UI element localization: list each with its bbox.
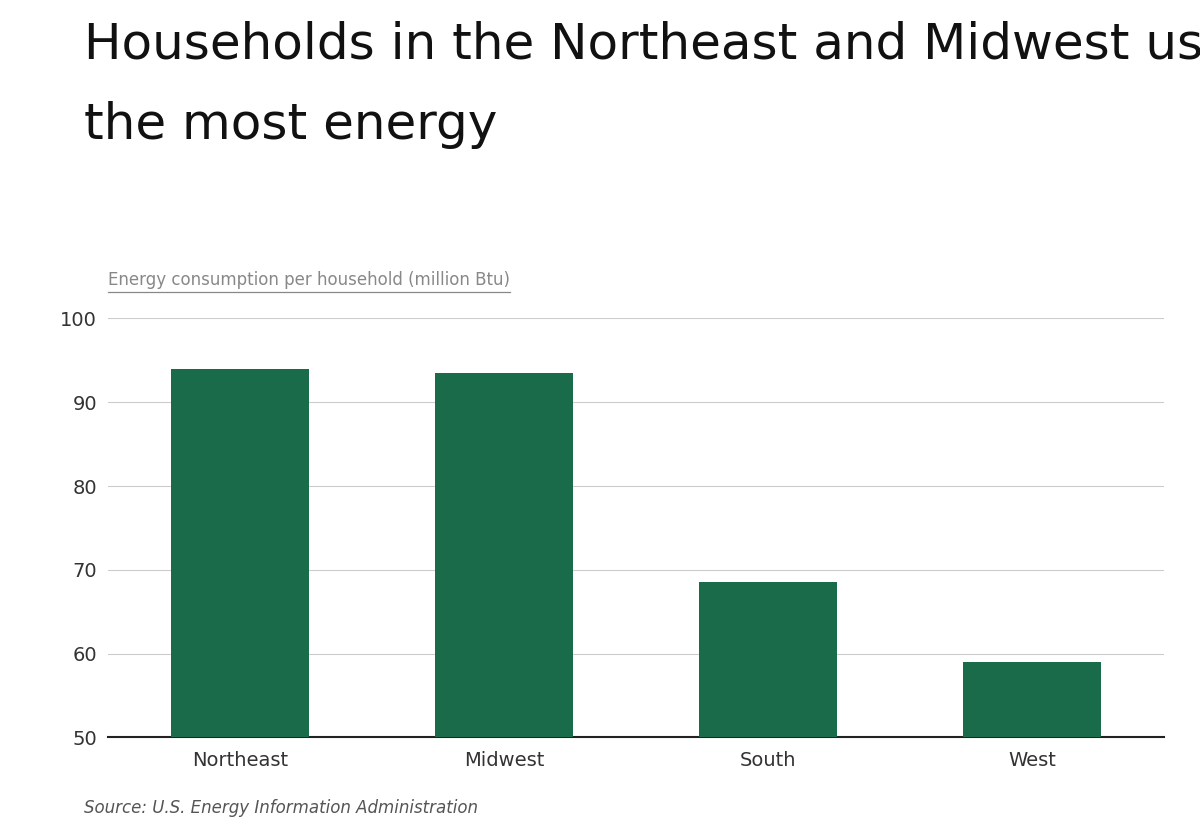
Bar xyxy=(964,662,1100,838)
Text: Households in the Northeast and Midwest use: Households in the Northeast and Midwest … xyxy=(84,21,1200,69)
Bar xyxy=(436,373,572,838)
Bar xyxy=(700,582,836,838)
Text: the most energy: the most energy xyxy=(84,101,497,148)
Text: Source: U.S. Energy Information Administration: Source: U.S. Energy Information Administ… xyxy=(84,799,478,817)
Text: Energy consumption per household (million Btu): Energy consumption per household (millio… xyxy=(108,272,510,289)
Bar xyxy=(172,369,308,838)
